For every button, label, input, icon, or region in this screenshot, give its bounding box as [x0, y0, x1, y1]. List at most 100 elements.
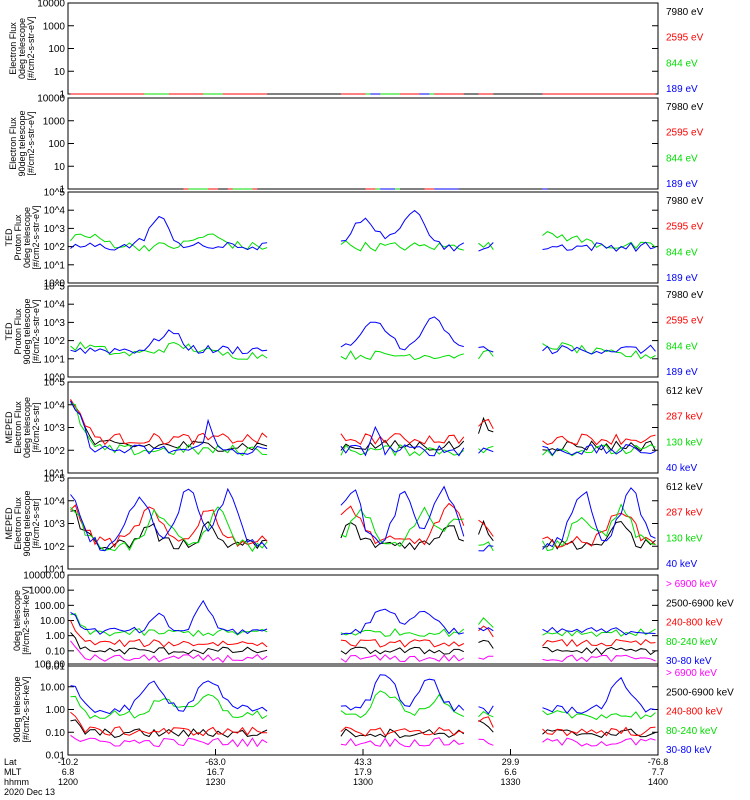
series-trace: [70, 599, 656, 636]
x-tick-label: 1230: [205, 777, 225, 787]
y-axis-label: Electron Flux: [8, 22, 18, 75]
panel-2: 1 10 100 1000 10000 Electron Flux 90deg telesc…: [8, 94, 704, 196]
panel-frame: [67, 97, 659, 190]
panel-3: 10^0 10^1 10^2 10^3 10^4 10^5 TED Proton Flux 0d…: [4, 188, 704, 290]
series-trace: [70, 711, 656, 737]
y-tick-label: 10^1: [44, 565, 66, 576]
legend-label: 844 eV: [666, 153, 698, 164]
y-tick-label: 1000: [43, 116, 66, 127]
x-tick-label: -76.8: [648, 757, 669, 767]
y-axis-label: TED: [4, 322, 14, 341]
y-tick-label: 10^5: [44, 188, 66, 199]
y-axis-label: 0deg telescope: [22, 397, 32, 458]
y-tick-label: 10^1: [44, 260, 66, 271]
panel-frame: [67, 381, 659, 474]
panel-7: 0.01 0.10 1.00 10.00 100.00 1000.00 10000.000d…: [12, 571, 734, 673]
legend-label: 240-800 keV: [666, 618, 723, 629]
legend-label: 612 keV: [666, 482, 703, 493]
series-trace: [70, 485, 656, 552]
y-axis-label: 0deg telescope: [22, 207, 32, 268]
y-tick-label: 10^1: [44, 354, 66, 365]
y-axis-label: [#/cm2-s-str-eV]: [31, 205, 41, 269]
y-axis-label: 90deg telescope: [17, 110, 27, 176]
legend-label: 7980 eV: [666, 7, 704, 18]
y-tick-label: 1000.00: [29, 586, 66, 597]
y-tick-label: 10^4: [44, 206, 66, 217]
legend-label: 287 keV: [666, 508, 703, 519]
legend-label: 30-80 keV: [666, 656, 712, 667]
panel-frame: [67, 285, 659, 378]
y-tick-label: 100.00: [34, 601, 65, 612]
x-tick-label: 1400: [648, 777, 668, 787]
legend-label: 189 eV: [666, 273, 698, 284]
x-row-label: MLT: [4, 767, 22, 777]
series-trace: [70, 674, 656, 715]
legend-label: > 6900 keV: [666, 579, 717, 590]
legend-label: 80-240 keV: [666, 726, 717, 737]
y-tick-label: 10^0: [44, 373, 66, 384]
y-axis-label: [#/cm2-s-sr-keV]: [21, 676, 31, 742]
y-tick-label: 10^4: [44, 400, 66, 411]
y-tick-label: 1: [59, 185, 65, 196]
x-tick-label: 1200: [58, 777, 78, 787]
y-axis-label: [#/cm2-s-str-eV]: [26, 111, 36, 175]
series-trace: [70, 734, 656, 748]
series-trace: [70, 402, 656, 457]
legend-label: 189 eV: [666, 367, 698, 378]
y-tick-label: 10^3: [44, 423, 66, 434]
date-label: 2020 Dec 13: [4, 787, 55, 797]
y-axis-label: 90deg telescope: [22, 298, 32, 364]
series-trace: [70, 341, 656, 361]
y-axis-label: [#/cm2-s-str]: [31, 498, 41, 548]
y-tick-label: 10000: [37, 94, 65, 105]
legend-label: 2500-6900 keV: [666, 687, 734, 698]
y-axis-label: MEPED: [4, 507, 14, 540]
x-tick-label: -63.0: [205, 757, 226, 767]
y-tick-label: 0.01: [46, 662, 66, 673]
legend-label: > 6900 keV: [666, 668, 717, 679]
y-tick-label: 1000: [43, 21, 66, 32]
y-tick-label: 10^5: [44, 378, 66, 389]
y-tick-label: 10^4: [44, 300, 66, 311]
y-tick-label: 10^2: [44, 336, 66, 347]
y-axis-label: Electron Flux: [8, 117, 18, 170]
x-tick-label: 29.9: [502, 757, 520, 767]
legend-label: 2595 eV: [666, 128, 704, 139]
y-axis-label: MEPED: [4, 411, 14, 444]
y-axis-label: Proton Flux: [13, 308, 23, 355]
y-tick-label: 10^1: [44, 469, 66, 480]
y-tick-label: 10^3: [44, 519, 66, 530]
legend-label: 189 eV: [666, 179, 698, 190]
legend-label: 30-80 keV: [666, 745, 712, 756]
series-trace: [70, 632, 656, 656]
y-axis-label: Proton Flux: [13, 214, 23, 261]
y-tick-label: 10.00: [40, 616, 65, 627]
series-trace: [70, 503, 656, 553]
x-tick-label: -10.2: [58, 757, 79, 767]
y-tick-label: 10^5: [44, 474, 66, 485]
y-tick-label: 0.10: [46, 646, 66, 657]
y-tick-label: 10.00: [40, 682, 65, 693]
series-trace: [70, 509, 656, 551]
panel-5: 10^1 10^2 10^3 10^4 10^5 MEPED Electron Flux 0d…: [4, 378, 703, 480]
y-tick-label: 10^0: [44, 279, 66, 290]
x-row-label: Lat: [4, 757, 17, 767]
legend-label: 80-240 keV: [666, 637, 717, 648]
legend-label: 40 keV: [666, 463, 697, 474]
legend-label: 844 eV: [666, 341, 698, 352]
series-trace: [70, 316, 656, 355]
series-trace: [70, 400, 656, 457]
legend-label: 844 eV: [666, 58, 698, 69]
y-axis-label: [#/cm2-s-str-keV]: [21, 586, 31, 655]
x-tick-label: 43.3: [354, 757, 372, 767]
legend-label: 612 keV: [666, 386, 703, 397]
legend-label: 2595 eV: [666, 33, 704, 44]
series-trace: [70, 231, 656, 252]
x-row-label: hhmm: [4, 777, 29, 787]
y-tick-label: 1.00: [46, 705, 66, 716]
x-tick-label: 1330: [500, 777, 520, 787]
series-trace: [70, 502, 656, 549]
y-tick-label: 100: [48, 139, 65, 150]
